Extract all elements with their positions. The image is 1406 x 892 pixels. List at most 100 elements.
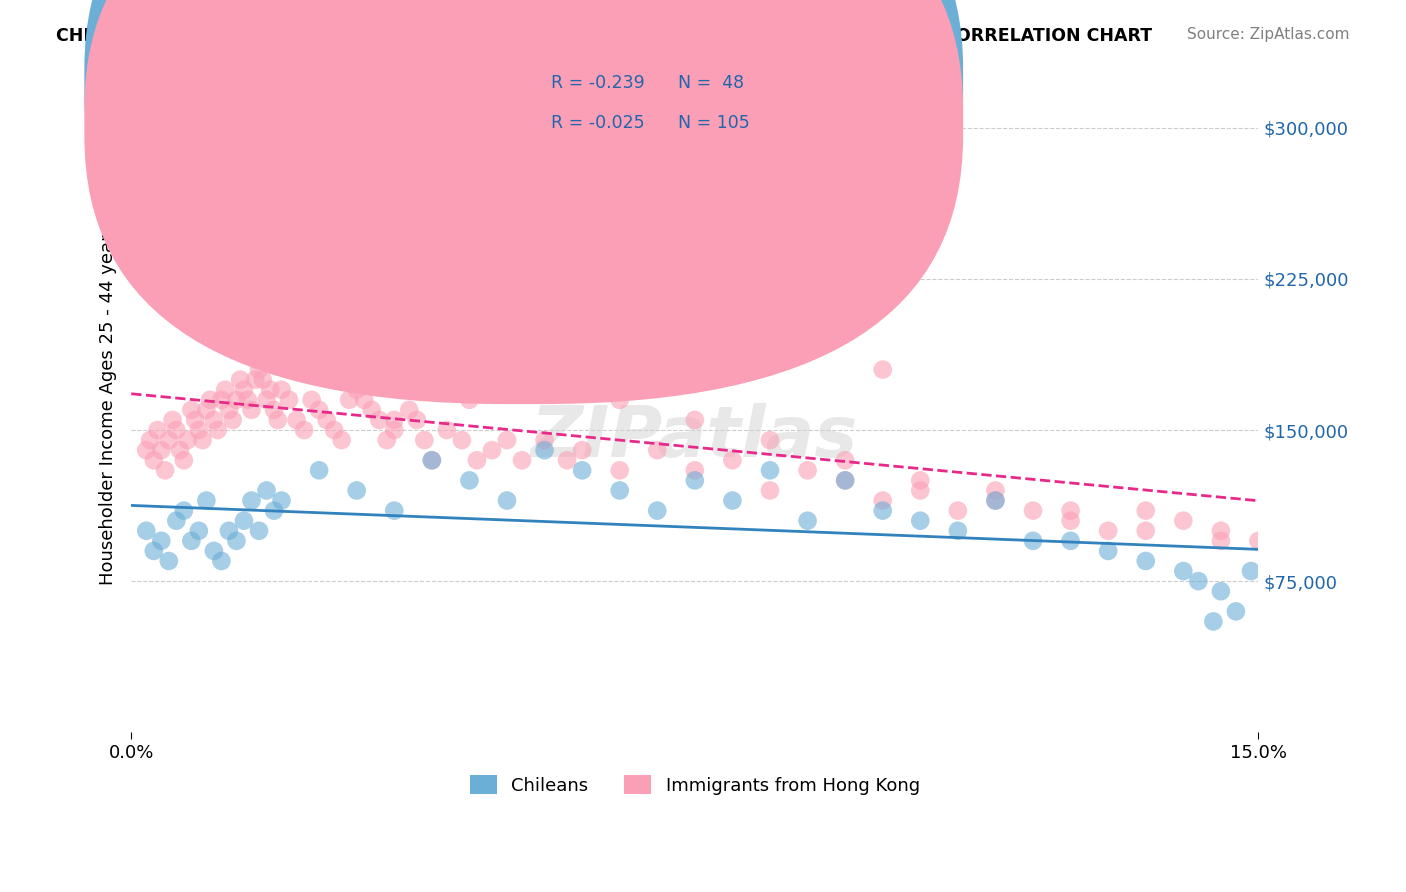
Point	[1173, 564, 1195, 578]
Point	[984, 483, 1007, 498]
Point	[270, 383, 292, 397]
Text: ZIPatlas: ZIPatlas	[531, 403, 859, 472]
Point	[984, 493, 1007, 508]
Point	[1059, 503, 1081, 517]
Point	[759, 483, 782, 498]
Point	[609, 463, 631, 477]
Point	[984, 493, 1007, 508]
Point	[153, 463, 176, 477]
Point	[184, 413, 207, 427]
Point	[1202, 615, 1225, 629]
Point	[308, 463, 330, 477]
Point	[1173, 514, 1195, 528]
Point	[222, 413, 245, 427]
Point	[796, 514, 818, 528]
Point	[1135, 554, 1157, 568]
Point	[420, 221, 443, 235]
Point	[683, 474, 706, 488]
Point	[218, 524, 240, 538]
Point	[236, 392, 259, 407]
Point	[496, 493, 519, 508]
Point	[420, 453, 443, 467]
Point	[240, 403, 263, 417]
Point	[496, 232, 519, 246]
Point	[256, 392, 278, 407]
Point	[187, 524, 209, 538]
Point	[481, 443, 503, 458]
Point	[721, 453, 744, 467]
Point	[187, 423, 209, 437]
Point	[1022, 503, 1045, 517]
Point	[308, 403, 330, 417]
Point	[214, 383, 236, 397]
Point	[162, 413, 184, 427]
Point	[571, 252, 593, 266]
Point	[405, 413, 427, 427]
Point	[233, 514, 256, 528]
Point	[209, 554, 232, 568]
Point	[872, 503, 894, 517]
Point	[135, 524, 157, 538]
Point	[267, 413, 290, 427]
Point	[252, 373, 274, 387]
Point	[240, 493, 263, 508]
Point	[169, 443, 191, 458]
Point	[1225, 604, 1247, 618]
Point	[139, 433, 162, 447]
Point	[202, 544, 225, 558]
Point	[1097, 544, 1119, 558]
Point	[263, 403, 285, 417]
Point	[263, 503, 285, 517]
Point	[451, 433, 474, 447]
Point	[225, 392, 247, 407]
Point	[683, 463, 706, 477]
Point	[191, 433, 214, 447]
Point	[382, 423, 405, 437]
Point	[150, 443, 173, 458]
Point	[533, 433, 555, 447]
Point	[420, 453, 443, 467]
Point	[360, 403, 382, 417]
Point	[398, 403, 420, 417]
Point	[315, 413, 337, 427]
Point	[346, 483, 368, 498]
Legend: Chileans, Immigrants from Hong Kong: Chileans, Immigrants from Hong Kong	[463, 768, 928, 802]
Point	[146, 423, 169, 437]
Point	[165, 423, 187, 437]
Point	[391, 383, 413, 397]
Point	[759, 433, 782, 447]
Point	[368, 413, 391, 427]
Point	[1247, 533, 1270, 548]
Point	[142, 453, 165, 467]
Point	[157, 433, 180, 447]
Point	[1209, 524, 1232, 538]
Point	[229, 373, 252, 387]
Point	[173, 503, 195, 517]
Point	[1097, 524, 1119, 538]
Text: Source: ZipAtlas.com: Source: ZipAtlas.com	[1187, 27, 1350, 42]
Text: N = 105: N = 105	[678, 114, 749, 132]
Point	[683, 413, 706, 427]
Point	[1187, 574, 1209, 588]
Point	[233, 383, 256, 397]
Point	[645, 272, 668, 286]
Point	[135, 443, 157, 458]
Point	[245, 373, 267, 387]
Point	[910, 514, 932, 528]
Text: N =  48: N = 48	[678, 74, 744, 92]
Point	[645, 443, 668, 458]
Point	[247, 524, 270, 538]
Y-axis label: Householder Income Ages 25 - 44 years: Householder Income Ages 25 - 44 years	[100, 225, 117, 585]
Point	[292, 423, 315, 437]
Point	[1059, 514, 1081, 528]
Point	[180, 403, 202, 417]
Point	[910, 474, 932, 488]
Point	[721, 493, 744, 508]
Point	[270, 322, 292, 336]
Point	[834, 453, 856, 467]
Point	[207, 423, 229, 437]
Point	[165, 514, 187, 528]
Point	[436, 423, 458, 437]
Point	[796, 463, 818, 477]
Point	[346, 302, 368, 317]
